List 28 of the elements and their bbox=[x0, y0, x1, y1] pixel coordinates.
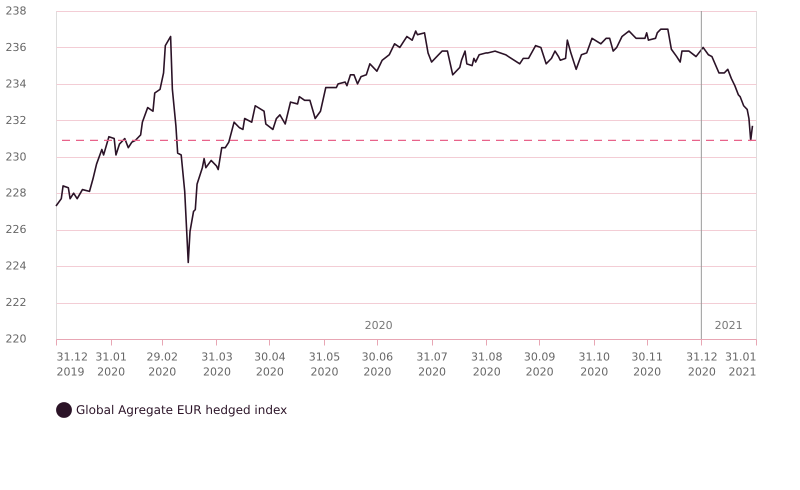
x-tick-label: 30.06 2020 bbox=[362, 350, 394, 378]
x-tick-label: 31.12 2020 bbox=[686, 350, 718, 378]
x-tick-label: 31.12 2019 bbox=[56, 350, 88, 378]
x-tick-label: 31.07 2020 bbox=[416, 350, 448, 378]
y-tick-label: 226 bbox=[6, 223, 26, 236]
x-tick-label: 31.01 2020 bbox=[95, 350, 127, 378]
y-tick-label: 230 bbox=[6, 150, 26, 164]
y-tick-label: 222 bbox=[6, 296, 26, 310]
x-tick-label: 30.11 2020 bbox=[631, 350, 663, 378]
y-tick-label: 224 bbox=[6, 260, 26, 273]
x-tick-label: 31.08 2020 bbox=[470, 350, 502, 378]
annotation: 2020 bbox=[364, 319, 393, 332]
x-tick-label: 30.09 2020 bbox=[524, 350, 556, 378]
y-tick-label: 238 bbox=[6, 4, 26, 18]
legend-label: Global Agregate EUR hedged index bbox=[76, 403, 288, 417]
x-tick-label: 29.02 2020 bbox=[146, 350, 178, 378]
x-tick-label: 30.04 2020 bbox=[254, 350, 286, 378]
x-tick-label: 31.10 2020 bbox=[578, 350, 610, 378]
y-tick-label: 220 bbox=[6, 332, 26, 346]
x-tick-label: 31.05 2020 bbox=[308, 350, 340, 378]
annotation: 2021 bbox=[714, 319, 743, 332]
y-tick-label: 232 bbox=[6, 114, 26, 127]
x-tick-label: 31.03 2020 bbox=[201, 350, 233, 378]
y-tick-label: 236 bbox=[6, 40, 26, 54]
line-series bbox=[55, 28, 754, 264]
x-tick-label: 31.01 2021 bbox=[725, 350, 756, 378]
y-tick-label: 234 bbox=[6, 77, 26, 90]
y-tick-label: 228 bbox=[6, 186, 26, 200]
